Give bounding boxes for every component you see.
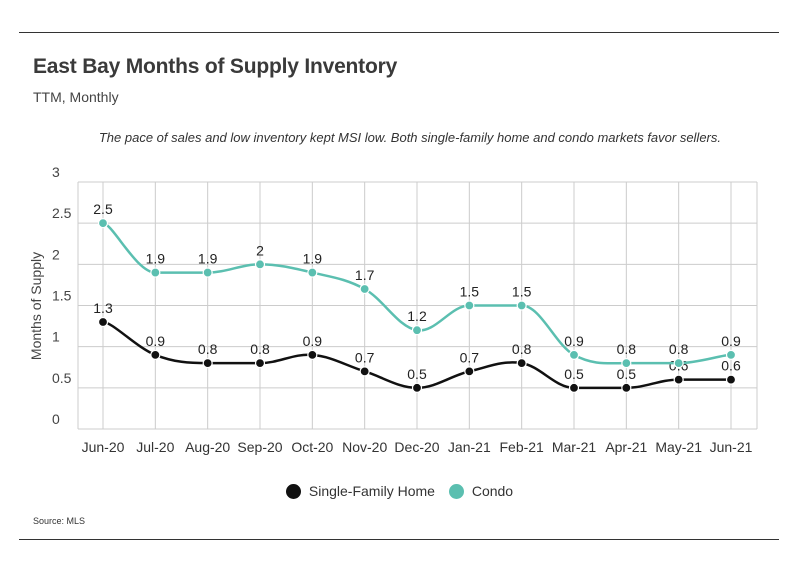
data-label-single-family: 0.7 (460, 349, 480, 365)
data-label-single-family: 0.7 (355, 349, 375, 365)
data-point-condo (254, 259, 266, 270)
data-label-condo: 1.9 (146, 251, 166, 267)
data-label-single-family: 0.9 (303, 333, 323, 349)
y-tick-label: 3 (52, 164, 60, 180)
x-tick-label: May-21 (655, 439, 702, 455)
data-label-condo: 1.5 (460, 284, 480, 300)
chart-title: East Bay Months of Supply Inventory (33, 55, 398, 78)
x-tick-label: Oct-20 (291, 439, 333, 455)
x-tick-label: Apr-21 (605, 439, 647, 455)
x-tick-label: Jan-21 (448, 439, 491, 455)
data-label-single-family: 0.6 (721, 358, 741, 374)
data-label-condo: 2.5 (93, 201, 113, 217)
x-tick-label: Aug-20 (185, 439, 230, 455)
legend-item-single-family: Single-Family Home (285, 483, 435, 499)
data-point-single-family (307, 349, 318, 360)
data-label-single-family: 0.8 (512, 341, 532, 357)
data-label-condo: 0.9 (564, 333, 584, 349)
data-point-single-family (359, 366, 370, 377)
data-point-condo (202, 267, 213, 278)
data-label-condo: 1.2 (407, 308, 427, 324)
data-label-condo: 0.8 (617, 341, 637, 357)
bottom-rule (19, 539, 779, 540)
data-label-single-family: 0.5 (407, 366, 427, 382)
data-label-condo: 1.7 (355, 267, 375, 283)
chart-legend: Single-Family Home Condo (0, 483, 799, 502)
data-point-single-family (464, 366, 475, 377)
chart-note: The pace of sales and low inventory kept… (98, 130, 721, 145)
x-tick-label: Sep-20 (237, 439, 282, 455)
data-label-single-family: 0.5 (617, 366, 637, 382)
x-tick-label: Feb-21 (499, 439, 544, 455)
x-tick-label: Nov-20 (342, 439, 387, 455)
legend-swatch-single-family (285, 483, 301, 499)
data-point-condo (464, 300, 475, 311)
data-label-condo: 1.5 (512, 284, 532, 300)
data-label-condo: 1.9 (303, 251, 323, 267)
y-tick-label: 2 (52, 246, 60, 262)
y-tick-label: 0.5 (52, 370, 72, 386)
source-note: Source: MLS (33, 516, 86, 526)
data-label-single-family: 0.5 (564, 366, 584, 382)
y-tick-label: 1.5 (52, 288, 72, 304)
data-point-condo (516, 300, 527, 311)
legend-label-single-family: Single-Family Home (308, 483, 435, 499)
data-point-condo (673, 358, 684, 369)
data-label-condo: 0.9 (721, 333, 741, 349)
x-tick-label: Dec-20 (394, 439, 439, 455)
top-rule (19, 32, 779, 33)
y-axis-label: Months of Supply (28, 252, 44, 360)
data-point-single-family (725, 374, 737, 385)
data-point-condo (359, 283, 370, 295)
chart-subtitle: TTM, Monthly (33, 89, 119, 105)
data-point-single-family (673, 374, 684, 385)
data-point-condo (621, 358, 632, 369)
data-point-single-family (568, 382, 580, 393)
y-tick-label: 1 (52, 329, 60, 345)
legend-swatch-condo (448, 483, 464, 499)
data-label-single-family: 0.8 (250, 341, 270, 357)
data-point-condo (150, 267, 161, 278)
data-point-single-family (254, 358, 266, 369)
x-tick-label: Jun-20 (82, 439, 125, 455)
data-label-single-family: 1.3 (93, 300, 113, 316)
data-label-condo: 2 (256, 242, 264, 258)
data-point-condo (97, 218, 109, 229)
data-point-condo (725, 349, 737, 360)
data-label-condo: 0.8 (669, 341, 689, 357)
data-point-condo (307, 267, 318, 278)
legend-item-condo: Condo (448, 483, 514, 499)
data-point-condo (568, 349, 580, 360)
data-point-condo (411, 325, 423, 336)
data-label-single-family: 0.9 (146, 333, 166, 349)
data-point-single-family (202, 358, 213, 369)
legend-label-condo: Condo (471, 483, 514, 499)
x-tick-label: Mar-21 (552, 439, 597, 455)
x-tick-label: Jun-21 (710, 439, 753, 455)
x-tick-label: Jul-20 (136, 439, 174, 455)
data-label-single-family: 0.8 (198, 341, 218, 357)
data-point-single-family (411, 382, 423, 393)
y-tick-label: 2.5 (52, 205, 72, 221)
y-tick-label: 0 (52, 411, 60, 427)
data-label-condo: 1.9 (198, 251, 218, 267)
data-point-single-family (516, 358, 527, 369)
data-point-single-family (150, 349, 161, 360)
data-point-single-family (97, 316, 109, 328)
data-point-single-family (621, 382, 632, 393)
